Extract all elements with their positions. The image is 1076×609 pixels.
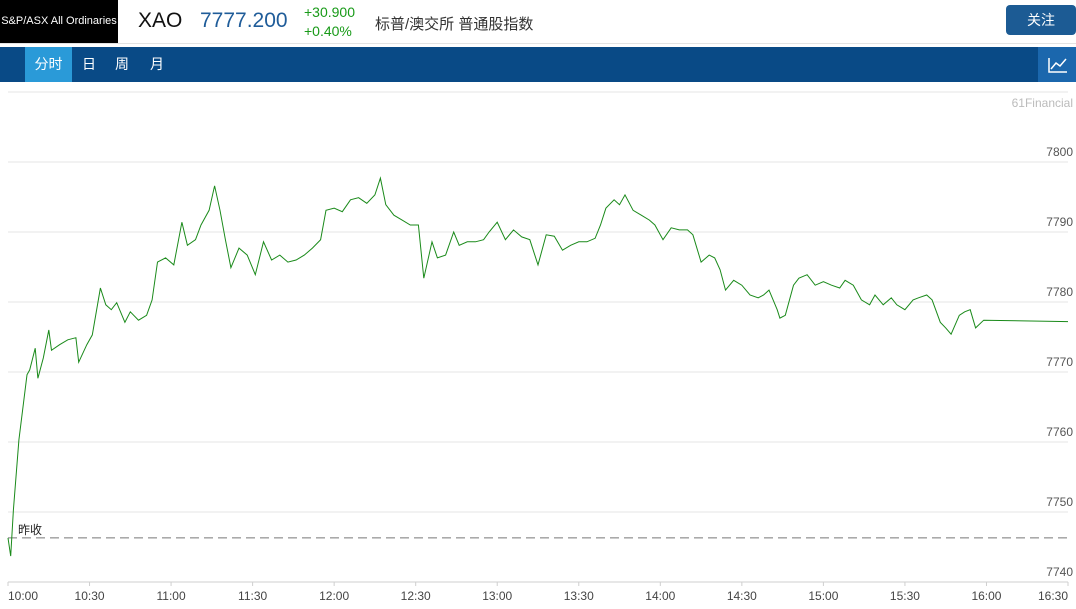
reference-label: 昨收 (18, 523, 42, 537)
price: 7777.200 (200, 9, 288, 32)
x-tick-label: 11:30 (238, 589, 267, 603)
tab[interactable]: 周 (115, 56, 129, 72)
y-tick-label: 7740 (1046, 565, 1073, 579)
chart-toggle[interactable] (1038, 47, 1076, 82)
header: S&P/ASX All Ordinaries XAO 7777.200 +30.… (0, 0, 1076, 44)
watermark: 61Financial (1012, 96, 1073, 110)
price-line (7, 176, 1069, 557)
y-tick-label: 7760 (1046, 425, 1073, 439)
tab[interactable]: 分时 (25, 47, 72, 82)
x-tick-label: 12:30 (401, 589, 431, 603)
x-tick-label: 10:30 (75, 589, 105, 603)
follow-button[interactable]: 关注 (1006, 5, 1076, 35)
index-badge: S&P/ASX All Ordinaries (0, 0, 118, 43)
change-percent: +0.40% (304, 23, 352, 39)
x-tick-label: 15:00 (808, 589, 838, 603)
x-tick-label: 14:30 (727, 589, 757, 603)
x-tick-label: 13:00 (482, 589, 512, 603)
x-tick-label: 16:30 (1038, 589, 1068, 603)
chart: 61Financial 7740 7750 7760 7770 7780 7790 7800… (7, 91, 1073, 603)
change: +30.900 (304, 4, 355, 20)
y-tick-label: 7780 (1046, 285, 1073, 299)
x-tick-label: 10:00 (8, 589, 38, 603)
symbol: XAO (138, 9, 183, 32)
change-box: +30.900 +0.40% (304, 3, 355, 41)
x-tick-label: 13:30 (564, 589, 594, 603)
index-name: 标普/澳交所 普通股指数 (375, 16, 534, 33)
x-tick-label: 16:00 (971, 589, 1001, 603)
y-tick-label: 7790 (1046, 215, 1073, 229)
x-tick-label: 12:00 (319, 589, 349, 603)
chart-icon (1048, 58, 1067, 73)
x-tick-label: 11:00 (157, 589, 186, 603)
y-tick-label: 7800 (1046, 145, 1073, 159)
y-tick-label: 7750 (1046, 495, 1073, 509)
y-tick-label: 7770 (1046, 355, 1073, 369)
tab[interactable]: 月 (150, 56, 164, 72)
x-tick-label: 14:00 (645, 589, 675, 603)
tab-bar: 分时 日 周 月 (0, 47, 1076, 82)
tab[interactable]: 日 (82, 56, 96, 72)
x-tick-label: 15:30 (890, 589, 920, 603)
